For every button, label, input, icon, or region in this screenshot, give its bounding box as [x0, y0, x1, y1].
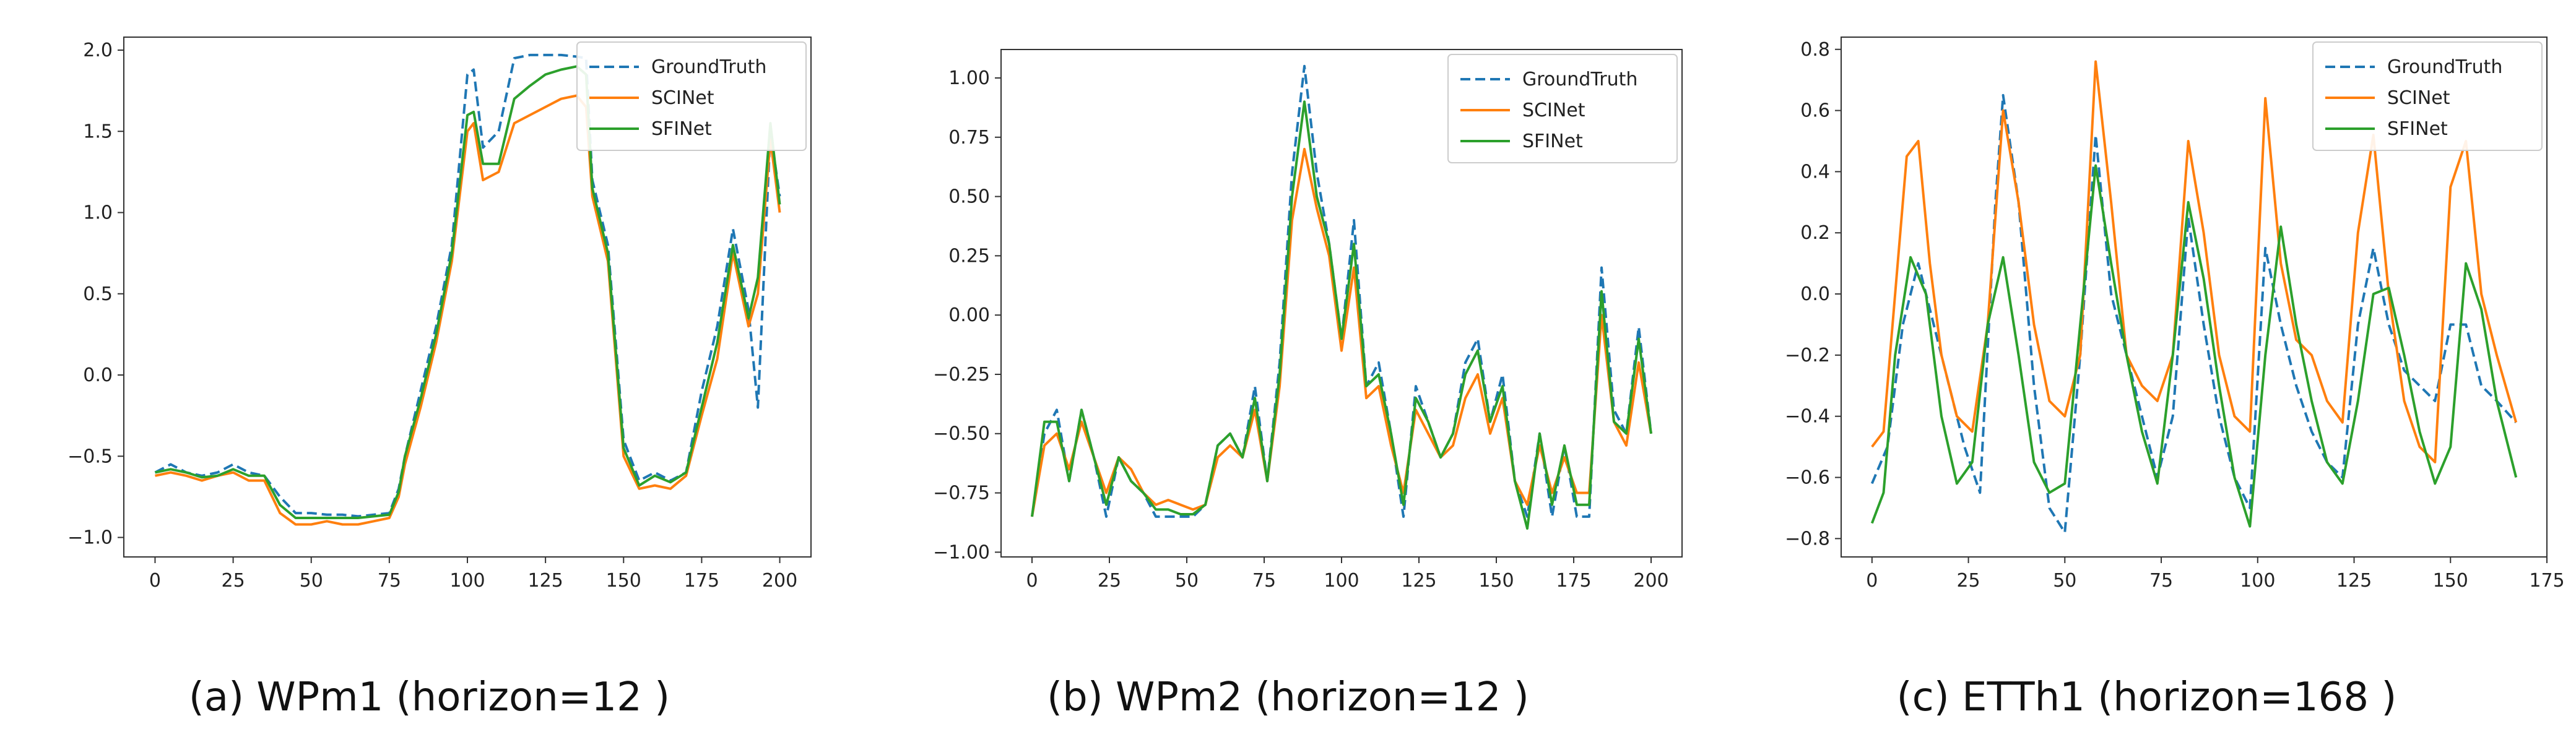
y-tick-label: 1.0: [83, 202, 113, 224]
x-tick-label: 150: [606, 570, 641, 592]
y-tick-label: 1.5: [83, 121, 113, 142]
legend-entry: SCINet: [1522, 100, 1585, 121]
y-tick-label: −0.6: [1785, 467, 1830, 489]
x-tick-label: 0: [1026, 570, 1038, 592]
x-tick-label: 75: [1252, 570, 1276, 592]
x-tick-label: 150: [1478, 570, 1514, 592]
x-tick-label: 25: [1098, 570, 1121, 592]
series-line-scinet: [1871, 60, 2518, 463]
chart-c: 0 25 50 75 100 125 150 175 −0.8 −0.6 −0.4 −0.2 0.0 0.…: [1785, 37, 2565, 592]
caption-c: (c) ETTh1 (horizon=168 ): [1896, 675, 2397, 720]
series-line-sfinet: [1031, 100, 1652, 530]
chart-b: 0 25 50 75 100 125 150 175 200 −1.00 −0.75 −0.50 −0.…: [933, 49, 1683, 592]
x-tick-label: 25: [221, 570, 245, 592]
y-tick-label: 2.0: [83, 40, 113, 61]
y-tick-label: 0.6: [1800, 100, 1830, 122]
y-tick-label: −1.0: [67, 527, 113, 549]
x-tick-label: 75: [2149, 570, 2173, 592]
y-tick-label: −0.4: [1785, 406, 1830, 428]
y-tick-label: −0.8: [1785, 528, 1830, 550]
y-tick-label: 0.2: [1800, 222, 1830, 244]
caption-a: (a) WPm1 (horizon=12 ): [188, 675, 670, 720]
legend-entry: SCINet: [2387, 87, 2450, 109]
chart-panel-c: 0 25 50 75 100 125 150 175 −0.8 −0.6 −0.4 −0.2 0.0 0.…: [1717, 0, 2576, 750]
legend-entry: SFINet: [1522, 131, 1583, 152]
plot-frame: [1841, 37, 2548, 558]
x-tick-label: 0: [149, 570, 161, 592]
y-tick-label: −0.5: [67, 446, 113, 467]
x-tick-label: 100: [1324, 570, 1359, 592]
y-tick-label: −0.50: [933, 423, 990, 445]
chart-panel-a: 0 25 50 75 100 125 150 175 200 −1.0 −0.5 0.0 0.5 1.0 1…: [0, 0, 859, 750]
y-tick-label: 0.0: [83, 364, 113, 386]
caption-b: (b) WPm2 (horizon=12 ): [1047, 675, 1529, 720]
y-tick-label: −0.2: [1785, 345, 1830, 366]
series-line-groundtruth: [1031, 64, 1652, 518]
legend-box: [1447, 54, 1678, 163]
x-tick-label: 0: [1866, 570, 1878, 592]
x-tick-label: 50: [1175, 570, 1199, 592]
y-tick-label: −1.00: [933, 541, 990, 563]
x-tick-label: 125: [528, 570, 563, 592]
y-tick-label: −0.75: [933, 483, 990, 504]
series-line-groundtruth: [1870, 93, 2517, 534]
chart-panel-b: 0 25 50 75 100 125 150 175 200 −1.00 −0.75 −0.50 −0.…: [859, 0, 1717, 750]
series-line-scinet: [155, 94, 781, 526]
x-tick-label: 75: [378, 570, 401, 592]
x-tick-label: 100: [449, 570, 485, 592]
y-tick-label: 0.0: [1800, 283, 1830, 305]
x-tick-label: 100: [2240, 570, 2275, 592]
y-tick-label: 0.50: [948, 186, 990, 208]
x-tick-label: 50: [2053, 570, 2076, 592]
x-tick-label: 125: [1401, 570, 1436, 592]
y-tick-label: 0.00: [948, 304, 990, 326]
x-tick-label: 175: [1556, 570, 1591, 592]
legend-box: [576, 41, 807, 151]
x-tick-label: 50: [300, 570, 323, 592]
y-tick-label: 0.8: [1800, 39, 1830, 61]
legend-entry: GroundTruth: [651, 56, 766, 78]
x-tick-label: 150: [2433, 570, 2468, 592]
legend-entry: SCINet: [651, 87, 714, 109]
legend-box: [2312, 41, 2543, 151]
legend-entry: GroundTruth: [1522, 69, 1637, 90]
y-tick-label: 0.25: [948, 245, 990, 267]
x-tick-label: 175: [2529, 570, 2564, 592]
series-line-sfinet: [155, 65, 781, 519]
x-tick-label: 175: [684, 570, 719, 592]
y-tick-label: 1.00: [948, 67, 990, 89]
chart-a: 0 25 50 75 100 125 150 175 200 −1.0 −0.5 0.0 0.5 1.0 1…: [67, 37, 812, 592]
x-tick-label: 25: [1956, 570, 1980, 592]
x-tick-label: 125: [2336, 570, 2372, 592]
series-line-groundtruth: [154, 53, 781, 518]
y-tick-label: 0.5: [83, 283, 113, 305]
y-tick-label: 0.4: [1800, 161, 1830, 183]
legend-entry: SFINet: [2387, 118, 2448, 140]
x-tick-label: 200: [1633, 570, 1668, 592]
legend-entry: GroundTruth: [2387, 56, 2502, 78]
series-line-sfinet: [1870, 164, 2518, 528]
x-tick-label: 200: [762, 570, 797, 592]
legend-entry: SFINet: [651, 118, 712, 140]
y-tick-label: −0.25: [933, 364, 990, 386]
y-tick-label: 0.75: [948, 127, 990, 149]
